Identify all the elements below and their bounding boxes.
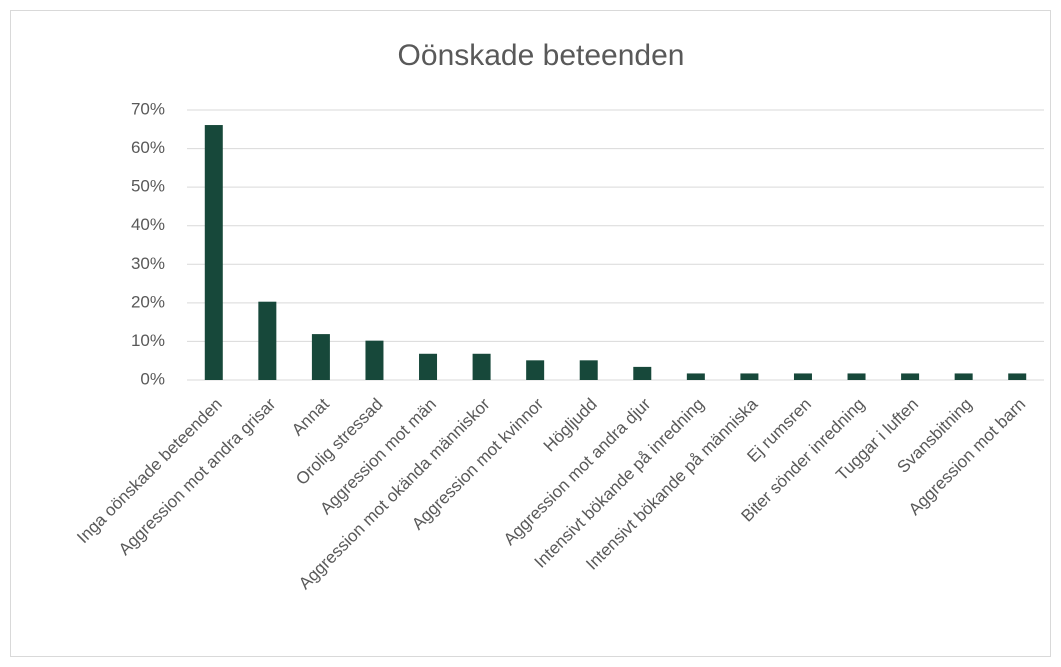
y-tick-label: 20% <box>131 292 165 311</box>
y-tick-label: 70% <box>131 99 165 118</box>
bar <box>365 340 384 380</box>
bar <box>686 373 705 380</box>
bar <box>258 301 277 380</box>
bar <box>847 373 866 380</box>
bar <box>1008 373 1027 380</box>
bar <box>419 353 438 380</box>
bar <box>633 366 652 380</box>
chart-border <box>10 10 1051 657</box>
chart-title: Oönskade beteenden <box>398 39 685 72</box>
y-tick-label: 30% <box>131 254 165 273</box>
y-tick-label: 10% <box>131 331 165 350</box>
bar <box>793 373 812 380</box>
bar <box>526 360 545 380</box>
y-tick-label: 0% <box>140 369 165 388</box>
bar <box>740 373 759 380</box>
bar <box>204 125 223 381</box>
y-tick-label: 40% <box>131 215 165 234</box>
bar <box>954 373 973 380</box>
bar <box>579 360 598 380</box>
bar <box>472 353 491 380</box>
bar <box>311 334 330 380</box>
y-tick-label: 50% <box>131 177 165 196</box>
bar <box>901 373 920 380</box>
y-tick-label: 60% <box>131 138 165 157</box>
